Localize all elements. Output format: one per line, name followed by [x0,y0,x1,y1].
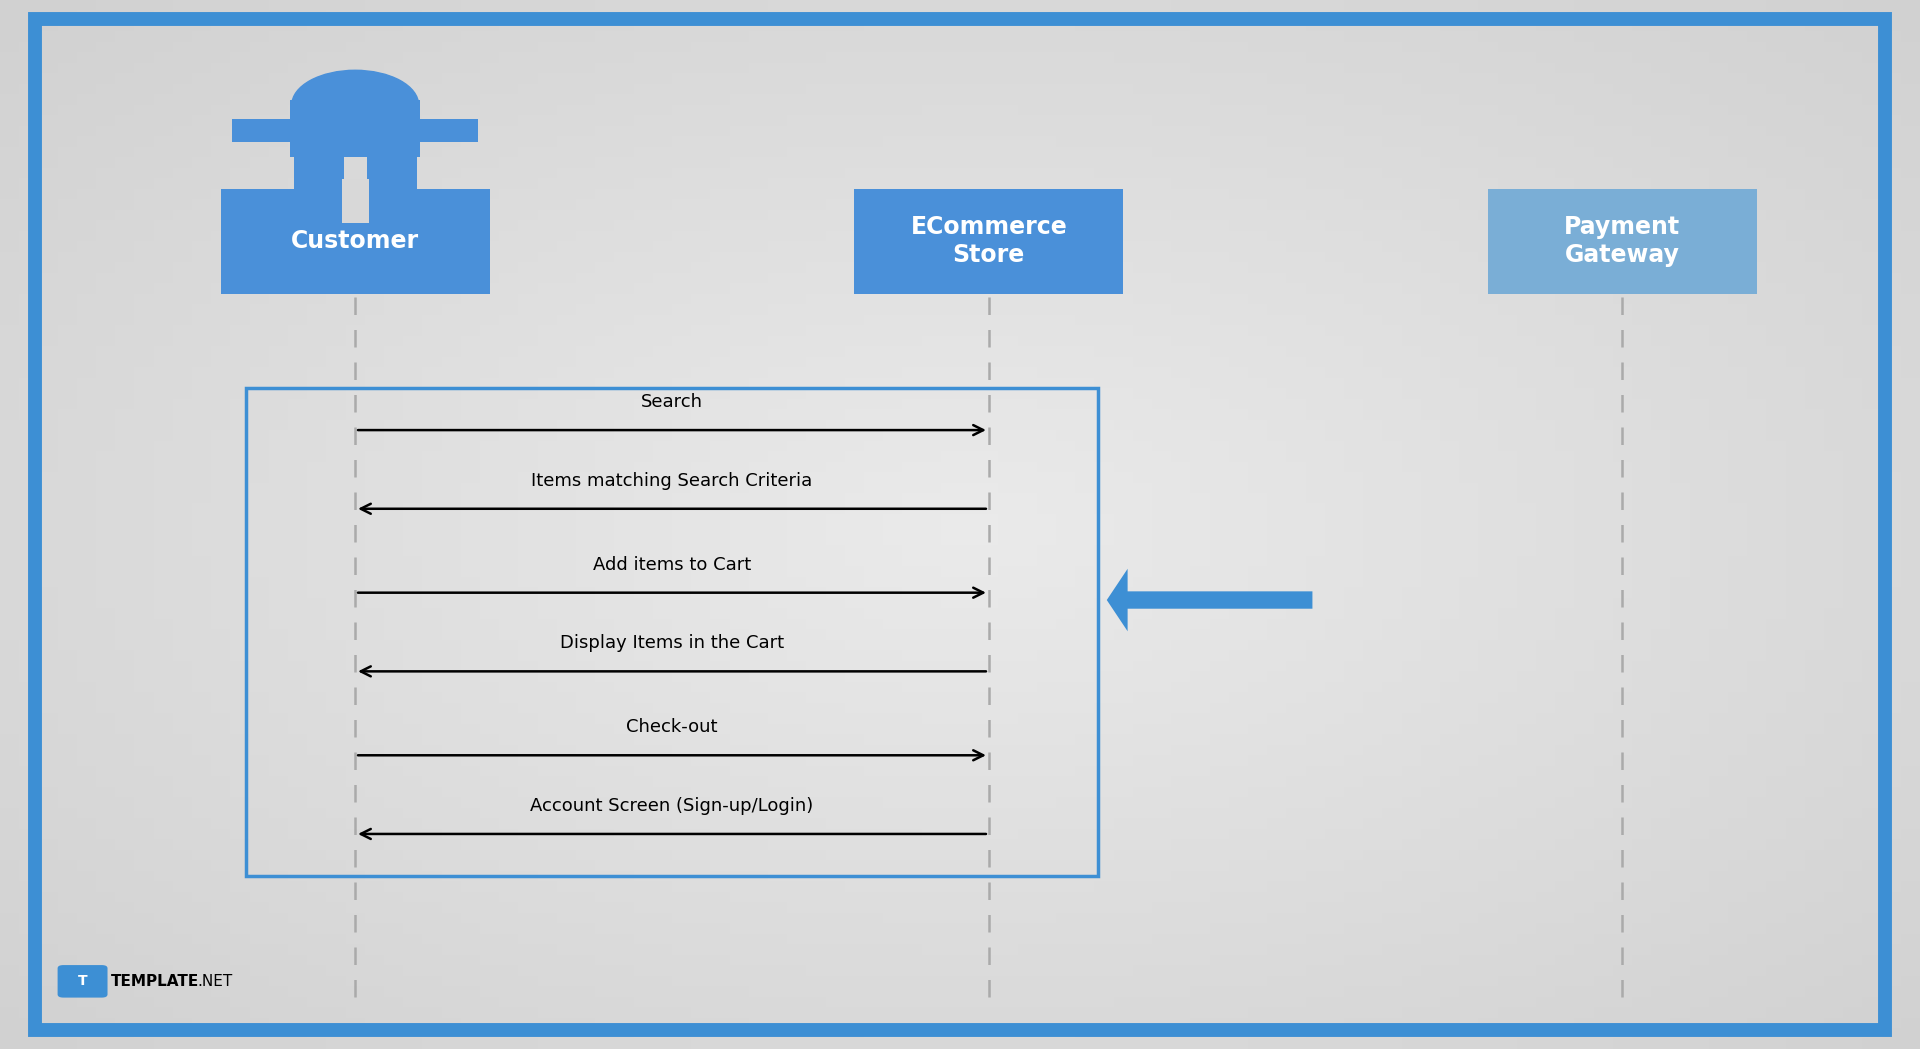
Text: Account Screen (Sign-up/Login): Account Screen (Sign-up/Login) [530,797,814,815]
Text: Display Items in the Cart: Display Items in the Cart [561,635,783,652]
FancyBboxPatch shape [232,119,294,142]
Text: T: T [77,975,88,988]
FancyBboxPatch shape [221,189,490,294]
Text: .NET: .NET [198,973,232,989]
FancyBboxPatch shape [342,179,369,223]
Text: Check-out: Check-out [626,719,718,736]
FancyBboxPatch shape [1488,189,1757,294]
FancyBboxPatch shape [290,100,420,157]
FancyBboxPatch shape [367,155,417,223]
Text: Search: Search [641,393,703,411]
Text: Add items to Cart: Add items to Cart [593,556,751,574]
FancyBboxPatch shape [854,189,1123,294]
Circle shape [292,70,419,140]
FancyBboxPatch shape [58,965,108,998]
Text: ECommerce
Store: ECommerce Store [910,215,1068,267]
FancyBboxPatch shape [417,119,478,142]
Text: Items matching Search Criteria: Items matching Search Criteria [532,472,812,490]
Text: Customer: Customer [292,230,419,253]
FancyBboxPatch shape [294,155,344,223]
Text: TEMPLATE: TEMPLATE [111,973,200,989]
Text: Payment
Gateway: Payment Gateway [1565,215,1680,267]
